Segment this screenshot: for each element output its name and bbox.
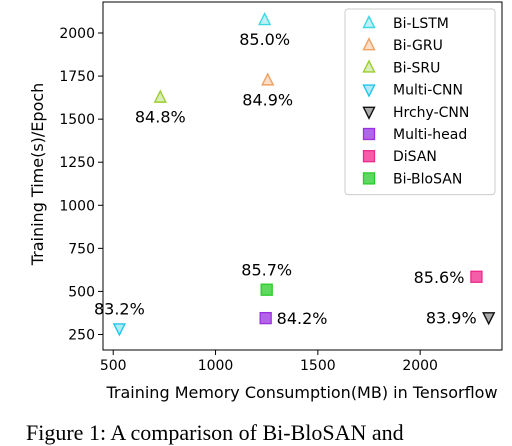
- data-point: [482, 312, 496, 326]
- y-tick-label: 250: [68, 327, 95, 343]
- data-label: 85.6%: [414, 268, 465, 287]
- data-point: [153, 89, 167, 103]
- y-axis-label: Training Time(s)/Epoch: [28, 83, 47, 267]
- legend-box: [344, 8, 496, 196]
- legend-marker: [362, 37, 376, 51]
- y-tick-label: 750: [68, 241, 95, 257]
- axis-ticks: 500 1000 1500 2000 250 500 750 1000 1250 1500 1750…: [59, 26, 438, 374]
- legend-marker: [362, 127, 376, 141]
- legend-marker: [362, 106, 376, 120]
- x-tick-label: 1000: [198, 358, 234, 374]
- legend-marker: [362, 150, 376, 163]
- legend-label: Bi-GRU: [393, 38, 443, 54]
- data-point: [258, 12, 272, 26]
- data-point: [112, 323, 127, 337]
- legend-label: Hrchy-CNN: [393, 105, 469, 121]
- x-tick-label: 1500: [300, 358, 336, 374]
- legend-marker: [362, 59, 376, 73]
- data-label: 84.9%: [242, 90, 293, 109]
- data-label: 84.8%: [135, 108, 186, 127]
- data-label: 83.9%: [426, 308, 477, 327]
- data-label: 83.2%: [94, 299, 145, 318]
- legend-label: DiSAN: [393, 149, 437, 165]
- y-tick-label: 2000: [59, 26, 95, 42]
- data-point: [261, 72, 275, 86]
- legend-label: Bi-SRU: [393, 60, 440, 76]
- data-labels: 85.0% 84.9% 84.8% 83.2% 83.9% 84.2% 85.6% 85.7%: [94, 30, 477, 328]
- data-label: 85.7%: [241, 261, 292, 280]
- legend-label: Bi-LSTM: [393, 16, 449, 32]
- x-axis-label: Training Memory Consumption(MB) in Tenso…: [105, 383, 497, 402]
- data-point: [260, 283, 273, 296]
- figure-caption: Figure 1: A comparison of Bi-BloSAN and: [26, 420, 404, 445]
- legend-marker: [362, 84, 376, 98]
- plot-frame: [102, 1, 503, 351]
- y-tick-label: 1500: [59, 112, 95, 128]
- legend-label: Multi-CNN: [393, 83, 463, 99]
- data-point: [259, 311, 272, 325]
- y-tick-label: 500: [68, 284, 95, 300]
- data-label: 84.2%: [277, 309, 328, 328]
- data-label: 85.0%: [239, 30, 290, 49]
- y-tick-label: 1750: [59, 69, 95, 85]
- y-tick-label: 1250: [59, 155, 95, 171]
- data-points: [112, 12, 496, 337]
- data-point: [470, 270, 483, 283]
- legend-marker: [362, 172, 376, 185]
- y-tick-label: 1000: [59, 198, 95, 214]
- legend-label: Multi-head: [393, 127, 467, 143]
- legend-marker: [362, 14, 376, 29]
- x-tick-label: 500: [100, 358, 127, 374]
- axes: [102, 1, 503, 351]
- x-tick-label: 2000: [402, 358, 438, 374]
- legend: Bi-LSTM Bi-GRU Bi-SRU Multi-CNN Hrchy-CNN Mul…: [344, 8, 496, 196]
- legend-label: Bi-BloSAN: [393, 171, 462, 187]
